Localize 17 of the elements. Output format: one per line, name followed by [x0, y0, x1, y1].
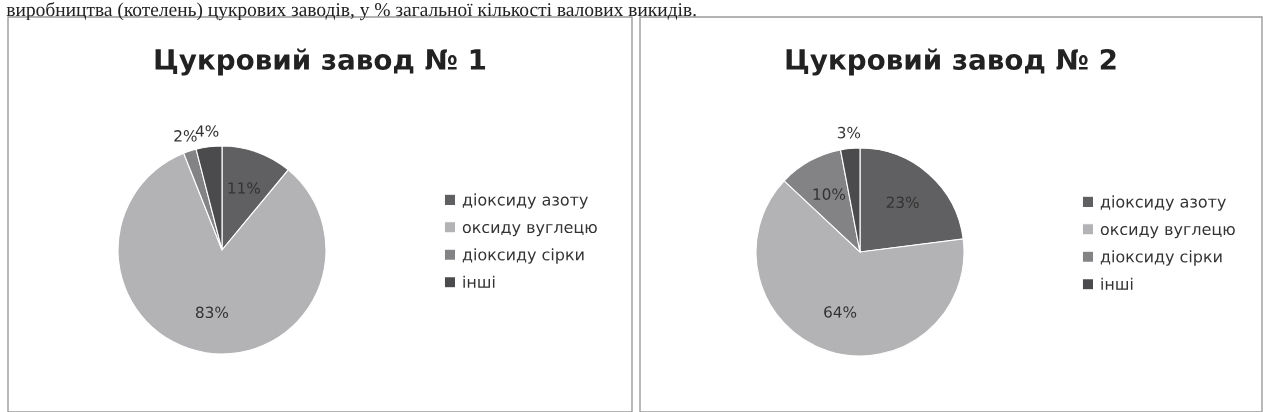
data-label: 64%: [824, 306, 857, 318]
data-label: 2%: [174, 130, 197, 142]
legend-label: оксиду вуглецю: [1100, 225, 1235, 239]
legend-label: інші: [463, 275, 495, 288]
legend-label: інші: [1101, 277, 1133, 290]
legend-label: діоксиду сірки: [462, 248, 584, 264]
data-label: 83%: [195, 306, 229, 319]
chart-title: Цукровий завод № 2: [786, 48, 1116, 76]
legend-label: діоксиду азоту: [462, 193, 588, 209]
data-label: 4%: [195, 125, 219, 137]
legend-label: оксиду вуглецю: [462, 223, 597, 237]
data-label: 3%: [837, 126, 861, 139]
legend-label: діоксиду сірки: [1100, 250, 1222, 266]
legend-label: діоксиду азоту: [1100, 195, 1226, 211]
text: виробництва (котелень) цукрових заводів, у % загальної кількості валових викидів.: [6, 2, 696, 21]
data-label: 10%: [813, 188, 846, 200]
chart-title: Цукровий завод № 1: [155, 48, 486, 76]
